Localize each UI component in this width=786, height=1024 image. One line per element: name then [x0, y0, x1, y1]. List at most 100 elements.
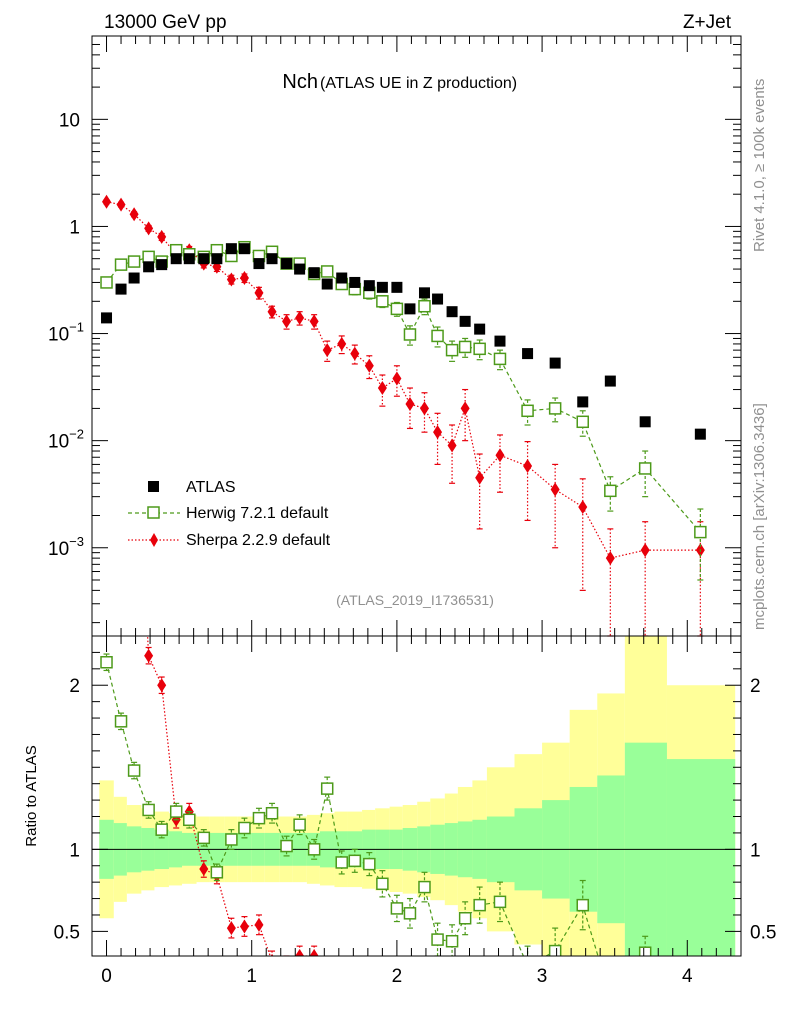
main-data-layer [100, 194, 707, 637]
atlas-point [294, 263, 306, 275]
herwig-point [445, 343, 459, 357]
herwig-ratio-point [605, 992, 616, 1003]
atlas-point [336, 272, 348, 284]
herwig-ratio-point [445, 934, 459, 948]
atlas-point [349, 276, 361, 288]
sherpa-point [295, 310, 305, 325]
herwig-ratio-point [142, 803, 155, 817]
sherpa-ratio-point [282, 959, 291, 973]
herwig-ratio-point [183, 813, 196, 827]
main-axis-ticks: 10−3 10−2 10−1 1 10 [48, 35, 741, 636]
sherpa-ratio-point [350, 970, 359, 984]
herwig-point [548, 402, 562, 415]
herwig-ratio-point [473, 898, 486, 912]
x-tick-label: 2 [392, 966, 403, 987]
sherpa-point [523, 458, 533, 473]
atlas-point [577, 396, 589, 408]
atlas-point [604, 375, 616, 387]
legend-marker-herwig [147, 506, 160, 519]
x-tick-label: 3 [537, 966, 548, 987]
atlas-point [376, 281, 388, 293]
atlas-point [494, 335, 506, 347]
sherpa-point [364, 358, 374, 373]
herwig-point [376, 295, 389, 308]
herwig-point [521, 404, 534, 418]
herwig-point [473, 342, 486, 356]
y-tick-label: 1 [69, 217, 80, 238]
sherpa-ratio-point [696, 993, 705, 1007]
atlas-point [143, 261, 155, 273]
atlas-point [549, 357, 561, 369]
ratio-panel: 0.5 0.5 1 1 2 2 0 1 2 3 4 Ratio to ATLAS [23, 635, 776, 1009]
ratio-series-group [100, 636, 705, 1009]
herwig-ratio-point [127, 764, 141, 777]
sherpa-ratio-point [323, 967, 332, 981]
sherpa-point [129, 207, 139, 222]
herwig-ratio-point [390, 902, 404, 915]
atlas-point [522, 348, 534, 360]
legend-marker-atlas [148, 481, 159, 492]
y-tick-label: 10 [59, 110, 80, 131]
atlas-point [266, 253, 278, 265]
herwig-ratio-point [114, 715, 128, 728]
header-right: Z+Jet [683, 12, 732, 33]
atlas-point [253, 258, 265, 270]
ratio-y-tick-label-right: 0.5 [750, 922, 776, 943]
sherpa-ratio-point [523, 992, 532, 1006]
herwig-ratio-point [265, 806, 279, 820]
sherpa-ratio-point [420, 993, 429, 1007]
herwig-point [493, 352, 507, 366]
sherpa-ratio-point [226, 921, 236, 936]
ratio-y-tick-label-left: 0.5 [54, 922, 80, 943]
sherpa-point [550, 482, 560, 497]
sherpa-point [640, 543, 650, 558]
herwig-point [390, 302, 404, 316]
herwig-point [100, 276, 113, 289]
sherpa-point [102, 194, 112, 209]
ratio-axis-ticks: 0.5 0.5 1 1 2 2 0 1 2 3 4 [54, 636, 776, 987]
sherpa-point [144, 221, 154, 236]
y-tick-label: 10−2 [48, 427, 84, 453]
sherpa-ratio-point [157, 678, 167, 693]
atlas-point [639, 416, 651, 428]
herwig-ratio-point [155, 823, 168, 836]
sherpa-ratio-point [495, 992, 504, 1006]
legend-label-herwig: Herwig 7.2.1 default [186, 505, 329, 522]
herwig-point [458, 340, 472, 354]
herwig-ratio-point [363, 857, 376, 871]
herwig-ratio-point [403, 907, 417, 920]
atlas-point [156, 259, 168, 271]
herwig-ratio-point [169, 805, 183, 818]
atlas-point [694, 428, 706, 440]
herwig-ratio-point [348, 854, 362, 868]
sherpa-point [605, 551, 615, 566]
atlas-point [101, 312, 113, 324]
sherpa-ratio-point [551, 995, 560, 1009]
sherpa-ratio-point [578, 990, 587, 1004]
sherpa-point [405, 396, 415, 411]
main-panel: 10−3 10−2 10−1 1 10 Nch (ATLAS UE in Z produ… [48, 35, 742, 637]
sherpa-point [282, 314, 292, 329]
y-tick-label: 10−1 [48, 320, 84, 346]
atlas-point [363, 280, 375, 292]
herwig-ratio-point [522, 960, 533, 971]
atlas-point [238, 243, 250, 255]
herwig-ratio-point [238, 821, 251, 835]
atlas-point [321, 278, 333, 290]
sherpa-ratio-point [270, 953, 274, 956]
legend: ATLAS Herwig 7.2.1 default Sherpa 2.2.9 … [128, 479, 331, 549]
ratio-ylabel: Ratio to ATLAS [23, 745, 40, 846]
atlas-point [198, 253, 210, 265]
herwig-ratio-point [280, 839, 293, 853]
legend-marker-sherpa [150, 533, 158, 547]
atlas-point [446, 306, 458, 318]
herwig-point [638, 462, 652, 475]
sherpa-ratio-point [144, 648, 154, 663]
plot-title: Nch [282, 71, 318, 93]
herwig-point [576, 415, 589, 429]
herwig-ratio-point [418, 880, 431, 894]
atlas-point [170, 253, 182, 265]
x-tick-label: 4 [682, 966, 693, 987]
sherpa-point [254, 285, 264, 300]
ratio-y-tick-label-right: 1 [750, 840, 761, 861]
